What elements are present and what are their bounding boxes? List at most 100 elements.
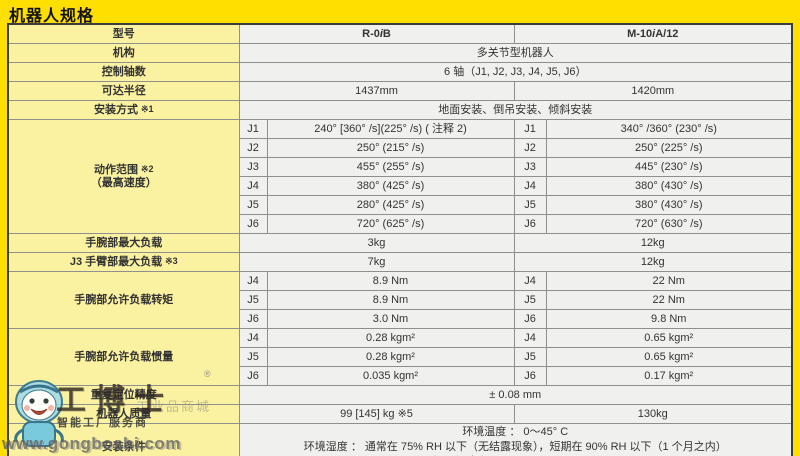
inertia-j5-b: 0.65 kgm² (545, 347, 793, 367)
row-inertia-j6: J6 0.035 kgm² J6 0.17 kgm² (8, 366, 793, 386)
joint-label: J3 (238, 157, 268, 177)
repeatability-value: ± 0.08 mm (238, 385, 793, 405)
joint-label: J6 (238, 214, 268, 234)
row-repeatability: 重复定位精度 ± 0.08 mm (7, 385, 793, 405)
joint-label: J5 (238, 347, 268, 367)
torque-j5-a: 8.9 Nm (266, 290, 515, 310)
joint-label: J4 (238, 176, 268, 196)
motion-j5-a: 280° (425° /s) (266, 195, 515, 215)
joint-label: J5 (513, 347, 547, 367)
env-humidity: 环境湿度 ： 通常在 75% RH 以下（无结露现象），短期在 90% RH 以… (303, 441, 727, 453)
row-motion-j1: 动作范围 ※2 （最高速度） J1 240° [360° /s](225° /s)… (7, 119, 793, 234)
arm-payload-b: 12kg (513, 252, 793, 272)
joint-label: J5 (238, 195, 268, 215)
motion-j3-a: 455° (255° /s) (266, 157, 515, 177)
motion-j6-b: 720° (630° /s) (545, 214, 793, 234)
joint-label: J3 (513, 157, 547, 177)
mass-value-b: 130kg (513, 404, 793, 424)
row-mechanism: 机构 多关节型机器人 (7, 43, 793, 63)
row-torque-j4: 手腕部允许负载转矩 J4 8.9 Nm J4 22 Nm (7, 271, 793, 329)
torque-j4-b: 22 Nm (545, 271, 793, 291)
mechanism-label: 机构 (7, 43, 240, 63)
inertia-j5-a: 0.28 kgm² (266, 347, 515, 367)
row-motion-j2: J2 250° (215° /s) J2 250° (225° /s) (8, 138, 793, 158)
joint-label: J5 (238, 290, 268, 310)
axes-label: 控制轴数 (7, 62, 240, 82)
axes-value: 6 轴（J1, J2, J3, J4, J5, J6） (238, 62, 793, 82)
environment-label: 安装条件 (7, 423, 240, 456)
joint-label: J1 (238, 119, 268, 139)
row-mount: 安装方式 ※1 地面安装、倒吊安装、倾斜安装 (7, 100, 793, 120)
arm-payload-label: J3 手臂部最大负载 ※3 (7, 252, 240, 272)
joint-label: J1 (513, 119, 547, 139)
row-wrist-payload: 手腕部最大负载 3kg 12kg (7, 233, 793, 253)
row-environment: 安装条件 环境温度 ： 0～45° C 环境湿度 ： 通常在 75% RH 以下… (7, 423, 793, 456)
row-inertia-j4: 手腕部允许负载惯量 J4 0.28 kgm² J4 0.65 kgm² (7, 328, 793, 386)
motion-j5-b: 380° (430° /s) (545, 195, 793, 215)
inertia-j4-b: 0.65 kgm² (545, 328, 793, 348)
joint-label: J5 (513, 195, 547, 215)
joint-label: J2 (513, 138, 547, 158)
joint-label: J6 (513, 214, 547, 234)
torque-label: 手腕部允许负载转矩 (7, 271, 240, 329)
environment-value: 环境温度 ： 0～45° C 环境湿度 ： 通常在 75% RH 以下（无结露现… (238, 423, 793, 456)
repeatability-label: 重复定位精度 (7, 385, 240, 405)
inertia-j4-a: 0.28 kgm² (266, 328, 515, 348)
torque-j6-b: 9.8 Nm (545, 309, 793, 329)
row-torque-j6: J6 3.0 Nm J6 9.8 Nm (8, 309, 793, 329)
mount-label: 安装方式 ※1 (7, 100, 240, 120)
mount-value: 地面安装、倒吊安装、倾斜安装 (238, 100, 793, 120)
row-inertia-j5: J5 0.28 kgm² J5 0.65 kgm² (8, 347, 793, 367)
joint-label: J4 (513, 271, 547, 291)
torque-j6-a: 3.0 Nm (266, 309, 515, 329)
joint-label: J6 (238, 309, 268, 329)
motion-range-label: 动作范围 ※2 （最高速度） (7, 119, 240, 234)
row-motion-j4: J4 380° (425° /s) J4 380° (430° /s) (8, 176, 793, 196)
joint-label: J6 (238, 366, 268, 386)
mass-value-a: 99 [145] kg ※5 (238, 404, 515, 424)
wrist-payload-a: 3kg (238, 233, 515, 253)
row-model: 型号 R-0iB M-10iA/12 (7, 23, 793, 44)
footnote-mark-2: ※2 (140, 164, 154, 174)
motion-j3-b: 445° (230° /s) (545, 157, 793, 177)
inertia-j6-b: 0.17 kgm² (545, 366, 793, 386)
wrist-payload-label: 手腕部最大负载 (7, 233, 240, 253)
joint-label: J5 (513, 290, 547, 310)
torque-j4-a: 8.9 Nm (266, 271, 515, 291)
joint-label: J4 (513, 176, 547, 196)
motion-j2-b: 250° (225° /s) (545, 138, 793, 158)
footnote-mark-3: ※3 (165, 256, 178, 266)
motion-j1-b: 340° /360° (230° /s) (545, 119, 793, 139)
footnote-mark-1: ※1 (140, 104, 154, 114)
reach-value-b: 1420mm (513, 81, 793, 101)
reach-value-a: 1437mm (238, 81, 515, 101)
row-arm-payload: J3 手臂部最大负载 ※3 7kg 12kg (7, 252, 793, 272)
motion-j2-a: 250° (215° /s) (266, 138, 515, 158)
mass-label: 机器人质量 (7, 404, 240, 424)
row-axes: 控制轴数 6 轴（J1, J2, J3, J4, J5, J6） (7, 62, 793, 82)
row-motion-j6: J6 720° (625° /s) J6 720° (630° /s) (8, 214, 793, 234)
row-motion-j5: J5 280° (425° /s) J5 380° (430° /s) (8, 195, 793, 215)
motion-j4-b: 380° (430° /s) (545, 176, 793, 196)
model-name-b: M-10iA/12 (513, 23, 793, 44)
motion-j6-a: 720° (625° /s) (266, 214, 515, 234)
robot-spec-table: 型号 R-0iB M-10iA/12 机构 多关节型机器人 控制轴数 6 轴（J… (7, 23, 793, 456)
joint-label: J4 (238, 328, 268, 348)
mechanism-value: 多关节型机器人 (238, 43, 793, 63)
joint-label: J2 (238, 138, 268, 158)
row-reach: 可达半径 1437mm 1420mm (7, 81, 793, 101)
page-title: 机器人规格 (9, 8, 95, 25)
motion-j1-a: 240° [360° /s](225° /s) ( 注释 2) (266, 119, 515, 139)
joint-label: J6 (513, 366, 547, 386)
inertia-j6-a: 0.035 kgm² (266, 366, 515, 386)
joint-label: J6 (513, 309, 547, 329)
reach-label: 可达半径 (7, 81, 240, 101)
arm-payload-a: 7kg (238, 252, 515, 272)
row-mass: 机器人质量 99 [145] kg ※5 130kg (7, 404, 793, 424)
wrist-payload-b: 12kg (513, 233, 793, 253)
joint-label: J4 (238, 271, 268, 291)
torque-j5-b: 22 Nm (545, 290, 793, 310)
motion-j4-a: 380° (425° /s) (266, 176, 515, 196)
row-motion-j3: J3 455° (255° /s) J3 445° (230° /s) (8, 157, 793, 177)
